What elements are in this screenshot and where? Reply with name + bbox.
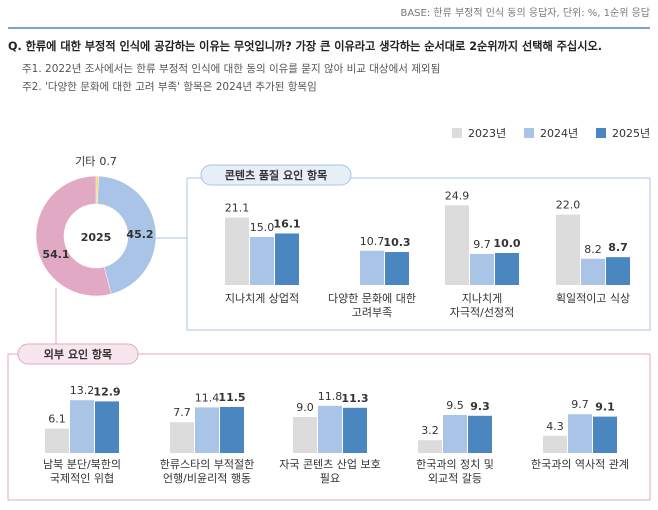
- bar: [606, 257, 630, 285]
- legend-label: 2023년: [468, 127, 506, 140]
- value-label: 24.9: [445, 189, 470, 202]
- value-label: 9.0: [296, 401, 314, 414]
- bar: [468, 415, 492, 453]
- bar: [225, 217, 249, 285]
- value-label: 22.0: [556, 199, 581, 212]
- category-label: 지나치게: [462, 292, 502, 305]
- bar: [250, 237, 274, 285]
- value-label: 10.3: [383, 236, 410, 249]
- slice-value: 54.1: [42, 248, 69, 261]
- legend-label: 2024년: [540, 127, 578, 140]
- bar: [360, 250, 384, 285]
- category-label: 고려부족: [352, 306, 392, 319]
- donut-slice: [35, 175, 112, 297]
- slice-label: 기타 0.7: [75, 155, 117, 168]
- value-label: 11.5: [218, 391, 245, 404]
- bar: [443, 415, 467, 453]
- category-label: 남북 분단/북한의: [43, 458, 121, 471]
- donut-slice: [97, 175, 157, 295]
- value-label: 10.7: [360, 235, 385, 248]
- category-label: 한국과의 정치 및: [416, 458, 494, 471]
- value-label: 3.2: [421, 424, 439, 437]
- category-label: 필요: [320, 472, 340, 485]
- group-title-bg: [200, 164, 352, 186]
- value-label: 8.2: [584, 243, 602, 256]
- bar: [318, 405, 342, 453]
- group-box: [186, 177, 651, 331]
- question: Q. 한류에 대한 부정적 인식에 공감하는 이유는 무엇입니까? 가장 큰 이…: [8, 39, 602, 53]
- category-label: 국제적인 위협: [50, 472, 114, 485]
- bar: [581, 258, 605, 285]
- slice-value: 0.7: [99, 155, 117, 168]
- value-label: 9.3: [470, 400, 490, 413]
- category-label: 언행/비윤리적 행동: [163, 472, 251, 485]
- bar: [385, 252, 409, 285]
- bar: [543, 435, 567, 453]
- legend-swatch: [524, 128, 534, 138]
- value-label: 21.1: [225, 201, 250, 214]
- value-label: 12.9: [93, 385, 120, 398]
- bar: [593, 416, 617, 453]
- slice-value: 45.2: [126, 228, 153, 241]
- bar: [95, 401, 119, 453]
- category-label: 획일적이고 식상: [556, 291, 630, 305]
- bar: [343, 407, 367, 453]
- category-label: 한류스타의 부적절한: [160, 458, 255, 471]
- value-label: 11.4: [195, 391, 220, 404]
- bar: [495, 253, 519, 285]
- bar: [275, 233, 299, 285]
- value-label: 9.5: [446, 399, 464, 412]
- bar: [445, 205, 469, 285]
- value-label: 8.7: [608, 241, 628, 254]
- category-label: 외교적 갈등: [428, 471, 482, 485]
- base-note: BASE: 한류 부정적 인식 동의 응답자, 단위: %, 1순위 응답: [400, 6, 650, 19]
- category-label: 한국과의 역사적 관계: [531, 458, 629, 471]
- bar: [418, 440, 442, 453]
- category-label: 자국 콘텐츠 산업 보호: [279, 458, 381, 471]
- legend-swatch: [596, 128, 606, 138]
- group-title: 외부 요인 항목: [44, 347, 112, 361]
- group-title-bg: [17, 343, 139, 365]
- bar: [195, 407, 219, 453]
- donut-center: 2025: [81, 231, 112, 244]
- value-label: 6.1: [48, 413, 66, 426]
- category-label: 지나치게 상업적: [225, 292, 299, 305]
- group-box: [7, 353, 651, 501]
- category-label: 자극적/선정적: [450, 306, 514, 319]
- slice-name: 기타: [75, 155, 95, 168]
- bar: [220, 407, 244, 453]
- bar: [293, 417, 317, 453]
- category-label: 다양한 문화에 대한: [328, 292, 416, 305]
- bar: [470, 253, 494, 285]
- bar: [45, 428, 69, 453]
- note: 주1. 2022년 조사에서는 한류 부정적 인식에 대한 동의 이유를 묻지 …: [22, 63, 440, 75]
- bar: [568, 414, 592, 453]
- bar: [70, 400, 94, 453]
- bar: [556, 214, 580, 285]
- value-label: 9.7: [571, 398, 589, 411]
- value-label: 16.1: [273, 217, 300, 230]
- value-label: 11.8: [318, 390, 343, 403]
- bar: [170, 422, 194, 453]
- legend-swatch: [452, 128, 462, 138]
- value-label: 9.7: [473, 238, 491, 251]
- group-title: 콘텐츠 품질 요인 항목: [225, 168, 328, 182]
- value-label: 4.3: [546, 420, 564, 433]
- value-label: 10.0: [493, 237, 520, 250]
- value-label: 13.2: [70, 384, 95, 397]
- value-label: 7.7: [173, 406, 191, 419]
- value-label: 15.0: [250, 221, 275, 234]
- value-label: 9.1: [595, 401, 615, 414]
- legend-label: 2025년: [612, 127, 650, 140]
- note: 주2. '다양한 문화에 대한 고려 부족' 항목은 2024년 추가된 항목임: [22, 80, 317, 93]
- value-label: 11.3: [341, 392, 368, 405]
